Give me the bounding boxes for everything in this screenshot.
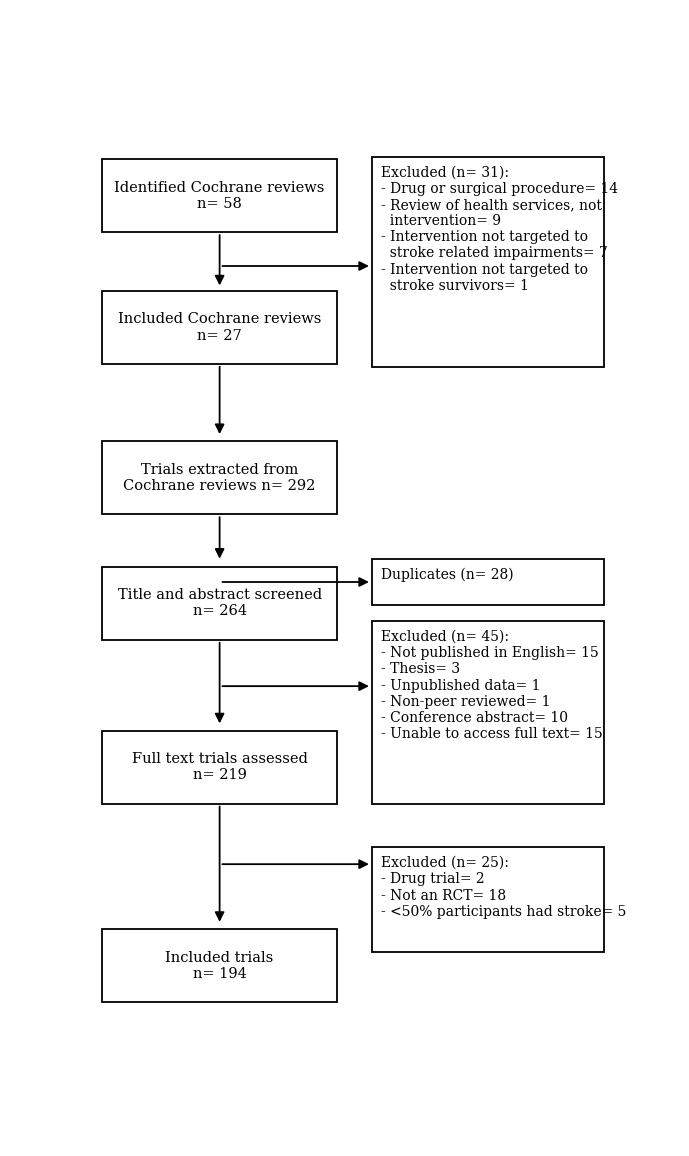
FancyBboxPatch shape	[102, 291, 337, 364]
Text: Trials extracted from
Cochrane reviews n= 292: Trials extracted from Cochrane reviews n…	[123, 462, 316, 492]
FancyBboxPatch shape	[372, 847, 604, 953]
Text: Included trials
n= 194: Included trials n= 194	[165, 950, 274, 980]
FancyBboxPatch shape	[102, 731, 337, 803]
FancyBboxPatch shape	[102, 566, 337, 640]
FancyBboxPatch shape	[372, 621, 604, 803]
FancyBboxPatch shape	[102, 442, 337, 514]
Text: Included Cochrane reviews
n= 27: Included Cochrane reviews n= 27	[118, 312, 321, 342]
Text: Excluded (n= 25):
- Drug trial= 2
- Not an RCT= 18
- <50% participants had strok: Excluded (n= 25): - Drug trial= 2 - Not …	[382, 857, 627, 919]
FancyBboxPatch shape	[102, 929, 337, 1002]
FancyBboxPatch shape	[372, 156, 604, 368]
Text: Title and abstract screened
n= 264: Title and abstract screened n= 264	[118, 588, 322, 618]
Text: Full text trials assessed
n= 219: Full text trials assessed n= 219	[132, 753, 307, 783]
FancyBboxPatch shape	[372, 558, 604, 605]
Text: Duplicates (n= 28): Duplicates (n= 28)	[382, 568, 514, 583]
Text: Excluded (n= 31):
- Drug or surgical procedure= 14
- Review of health services, : Excluded (n= 31): - Drug or surgical pro…	[382, 165, 619, 292]
Text: Excluded (n= 45):
- Not published in English= 15
- Thesis= 3
- Unpublished data=: Excluded (n= 45): - Not published in Eng…	[382, 630, 603, 741]
Text: Identified Cochrane reviews
n= 58: Identified Cochrane reviews n= 58	[114, 180, 325, 210]
FancyBboxPatch shape	[102, 160, 337, 232]
